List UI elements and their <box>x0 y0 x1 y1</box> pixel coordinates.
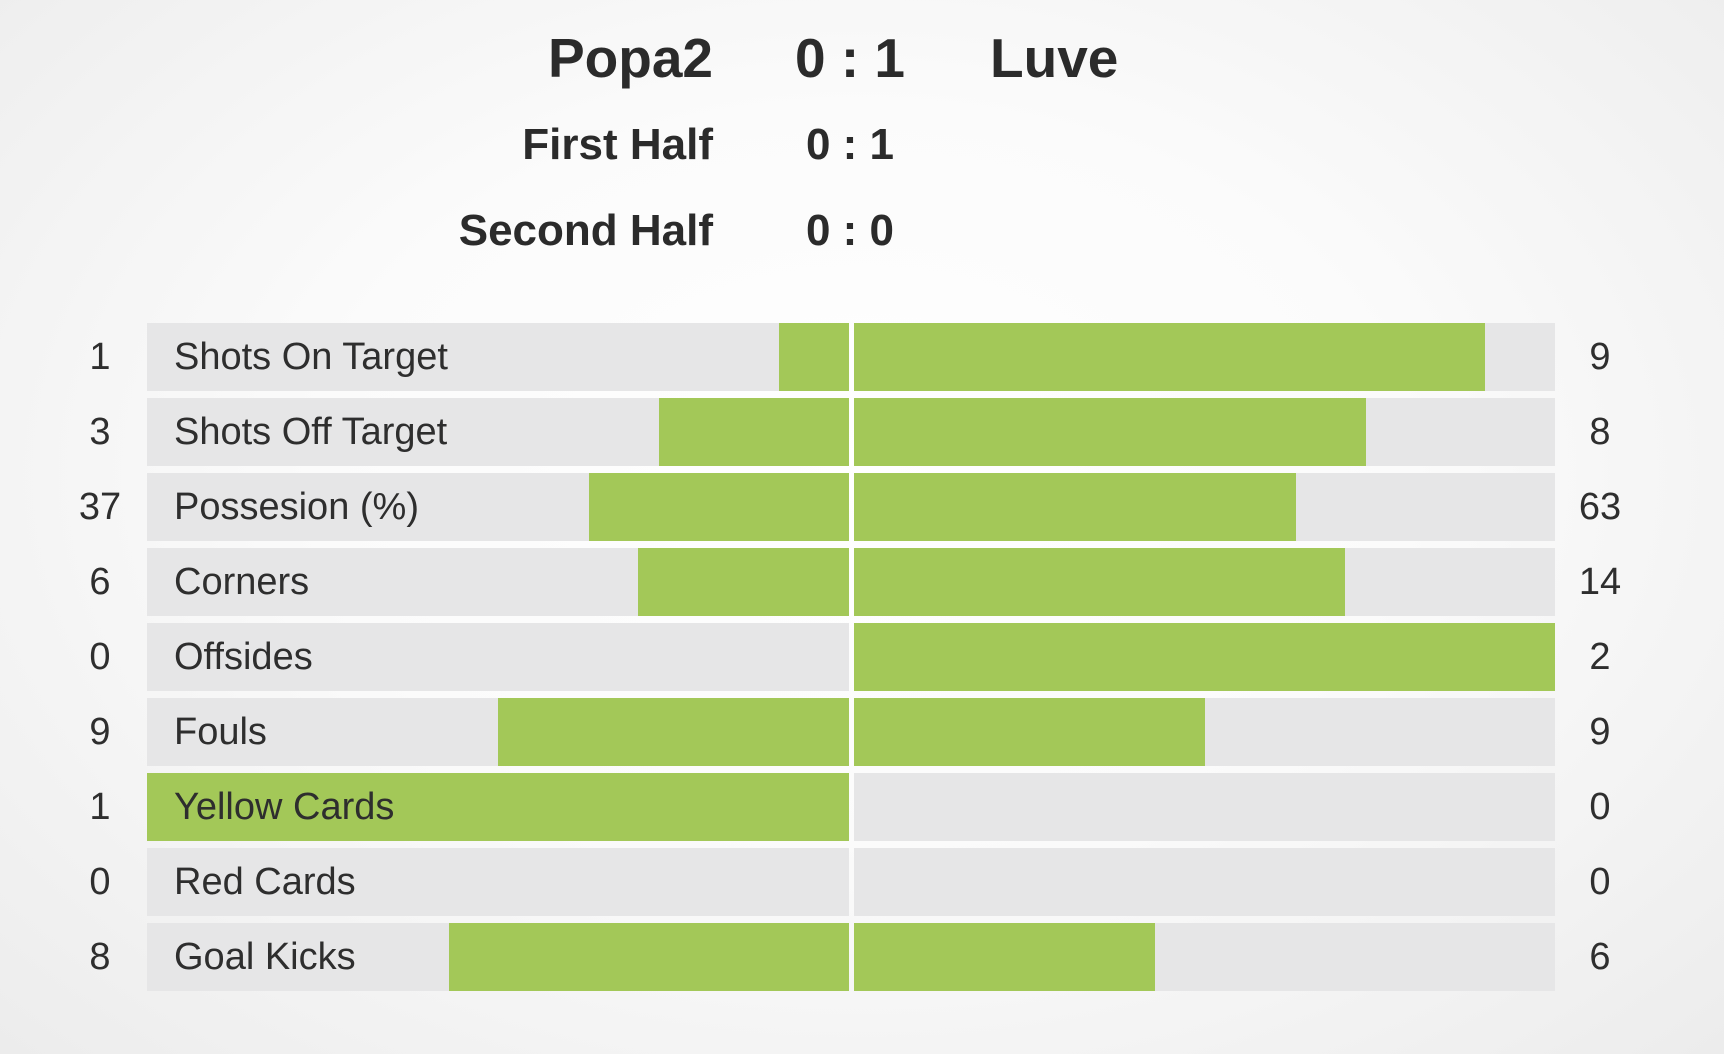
home-bar-track <box>147 473 849 541</box>
home-value: 9 <box>89 711 111 753</box>
away-bar <box>854 548 1345 616</box>
away-bar <box>854 398 1366 466</box>
home-value: 3 <box>89 411 111 453</box>
stat-label: Offsides <box>174 636 313 678</box>
home-bar <box>779 323 849 391</box>
stat-label: Possesion (%) <box>174 486 419 528</box>
away-bar-track <box>854 773 1555 841</box>
home-bar <box>449 923 849 991</box>
stat-label: Shots Off Target <box>174 411 448 453</box>
away-team-name: Luve <box>990 27 1119 89</box>
away-bar <box>854 698 1205 766</box>
stat-label: Goal Kicks <box>174 936 356 978</box>
away-value: 8 <box>1589 411 1611 453</box>
home-value: 1 <box>89 336 111 378</box>
home-value: 6 <box>89 561 111 603</box>
stat-row-shots-off-target: 3 Shots Off Target 8 <box>0 398 1724 466</box>
stat-label: Red Cards <box>174 861 356 903</box>
away-value: 0 <box>1589 861 1611 903</box>
away-bar-track <box>854 323 1555 391</box>
away-value: 9 <box>1589 711 1611 753</box>
away-value: 63 <box>1578 486 1622 528</box>
home-bar-track <box>147 548 849 616</box>
away-value: 2 <box>1589 636 1611 678</box>
home-value: 8 <box>89 936 111 978</box>
away-bar-track <box>854 698 1555 766</box>
away-bar-track <box>854 473 1555 541</box>
home-value: 1 <box>89 786 111 828</box>
away-bar-track <box>854 398 1555 466</box>
away-value: 6 <box>1589 936 1611 978</box>
stat-row-offsides: 0 Offsides 2 <box>0 623 1724 691</box>
stat-row-fouls: 9 Fouls 9 <box>0 698 1724 766</box>
second-half-row: Second Half 0 : 0 <box>0 201 1724 281</box>
stat-row-yellow-cards: 1 Yellow Cards 0 <box>0 773 1724 841</box>
second-half-label: Second Half <box>458 206 713 255</box>
home-bar-track <box>147 398 849 466</box>
away-bar-track <box>854 548 1555 616</box>
home-team-name: Popa2 <box>547 27 713 89</box>
home-value: 0 <box>89 636 111 678</box>
stat-label: Fouls <box>174 711 267 753</box>
home-bar <box>589 473 849 541</box>
away-value: 0 <box>1589 786 1611 828</box>
away-bar <box>854 623 1555 691</box>
stat-label: Yellow Cards <box>174 786 395 828</box>
home-bar-track <box>147 623 849 691</box>
away-value: 14 <box>1578 561 1622 603</box>
full-time-score: 0 : 1 <box>794 27 906 89</box>
away-bar <box>854 923 1155 991</box>
home-bar-track <box>147 773 849 841</box>
home-bar-track <box>147 848 849 916</box>
away-bar <box>854 473 1296 541</box>
stat-row-corners: 6 Corners 14 <box>0 548 1724 616</box>
stat-row-goal-kicks: 8 Goal Kicks 6 <box>0 923 1724 991</box>
home-bar <box>638 548 849 616</box>
home-bar-track <box>147 323 849 391</box>
home-bar <box>147 773 849 841</box>
stat-label: Shots On Target <box>174 336 448 378</box>
home-bar-track <box>147 923 849 991</box>
home-bar <box>498 698 849 766</box>
home-bar-track <box>147 698 849 766</box>
full-time-score-row: Popa2 0 : 1 Luve <box>0 22 1724 102</box>
second-half-score: 0 : 0 <box>805 206 895 255</box>
stat-label: Corners <box>174 561 310 603</box>
scoreboard: Popa2 0 : 1 Luve First Half 0 : 1 Second… <box>0 0 1724 280</box>
home-bar <box>659 398 849 466</box>
home-value: 37 <box>78 486 122 528</box>
away-bar-track <box>854 623 1555 691</box>
first-half-label: First Half <box>522 120 713 169</box>
stat-row-shots-on-target: 1 Shots On Target 9 <box>0 323 1724 391</box>
first-half-score: 0 : 1 <box>805 120 895 169</box>
stat-row-possesion: 37 Possesion (%) 63 <box>0 473 1724 541</box>
stat-row-red-cards: 0 Red Cards 0 <box>0 848 1724 916</box>
away-bar <box>854 323 1485 391</box>
home-value: 0 <box>89 861 111 903</box>
away-bar-track <box>854 848 1555 916</box>
away-bar-track <box>854 923 1555 991</box>
away-value: 9 <box>1589 336 1611 378</box>
first-half-row: First Half 0 : 1 <box>0 115 1724 195</box>
